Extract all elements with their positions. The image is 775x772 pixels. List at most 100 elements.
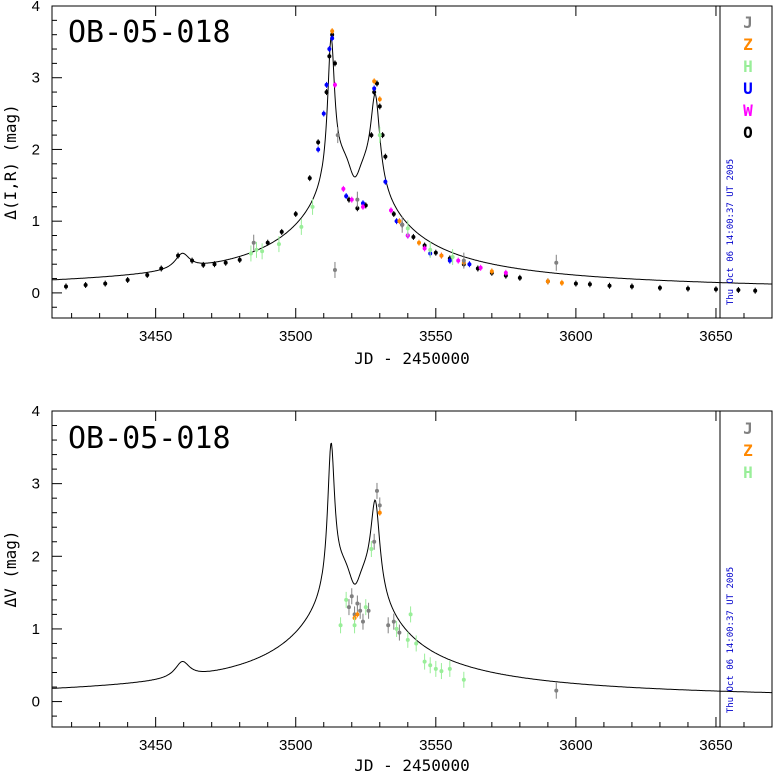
lower-data-point-J xyxy=(358,608,363,613)
upper-data-point-U xyxy=(330,36,335,41)
upper-data-point-O xyxy=(629,284,634,289)
upper-data-point-H xyxy=(450,255,455,260)
lower-event-title: OB-05-018 xyxy=(68,421,231,456)
upper-data-point-O xyxy=(64,284,69,289)
lower-data-point-J xyxy=(372,539,377,544)
upper-model-line xyxy=(51,37,772,285)
upper-data-point-U xyxy=(321,111,326,116)
upper-data-point-O xyxy=(307,176,312,181)
upper-data-point-Z xyxy=(417,240,422,245)
upper-data-point-W xyxy=(341,186,346,191)
upper-data-point-O xyxy=(145,272,150,277)
lower-data-point-J xyxy=(386,623,391,628)
lower-model-curve xyxy=(51,442,772,694)
lower-data-point-H xyxy=(433,666,438,671)
upper-data-point-O xyxy=(685,286,690,291)
upper-data-point-W xyxy=(478,265,483,270)
upper-data-point-J xyxy=(461,258,466,263)
lower-data-point-J xyxy=(391,619,396,624)
lower-legend-entry-Z: Z xyxy=(743,441,753,460)
upper-data-point-U xyxy=(372,86,377,91)
lower-data-point-H xyxy=(344,597,349,602)
upper-data-point-O xyxy=(223,260,228,265)
upper-data-point-W xyxy=(360,204,365,209)
upper-data-point-U xyxy=(360,201,365,206)
lower-data-point-H xyxy=(338,623,343,628)
lower-x-tick-label: 3450 xyxy=(139,737,172,754)
upper-data-point-Z xyxy=(397,219,402,224)
upper-data-point-W xyxy=(503,270,508,275)
upper-data-point-J xyxy=(335,133,340,138)
upper-data-point-O xyxy=(279,229,284,234)
upper-data-point-U xyxy=(327,47,332,52)
upper-timestamp: Thu Oct 06 14:00:37 UT 2005 xyxy=(726,159,736,305)
upper-data-point-Z xyxy=(559,280,564,285)
lower-data-point-Z xyxy=(377,510,382,515)
upper-legend-entry-W: W xyxy=(743,101,753,120)
upper-data-point-U xyxy=(383,179,388,184)
upper-data-point-J xyxy=(400,222,405,227)
upper-data-point-H xyxy=(260,249,265,254)
upper-data-point-U xyxy=(394,219,399,224)
upper-data-point-O xyxy=(573,281,578,286)
upper-data-points xyxy=(64,28,758,294)
lower-data-point-J xyxy=(374,488,379,493)
lower-x-tick-label: 3500 xyxy=(279,737,312,754)
upper-data-point-O xyxy=(237,257,242,262)
upper-x-tick-label: 3550 xyxy=(419,328,452,345)
upper-data-point-O xyxy=(159,266,164,271)
upper-panel: 3450 3500 3550 3600 3650 0 1 2 3 4 OB-05-018 JD -… xyxy=(1,0,773,368)
upper-data-point-O xyxy=(324,90,329,95)
lower-x-tick-label: 3600 xyxy=(559,737,592,754)
upper-event-title: OB-05-018 xyxy=(68,15,231,50)
lower-x-tick-label: 3550 xyxy=(419,737,452,754)
upper-y-tick-label: 4 xyxy=(32,0,40,15)
upper-data-point-O xyxy=(83,283,88,288)
lower-data-point-H xyxy=(352,623,357,628)
upper-y-tick-label: 1 xyxy=(32,213,40,230)
upper-data-point-O xyxy=(587,282,592,287)
upper-data-point-H xyxy=(405,226,410,231)
upper-model-curve xyxy=(51,37,772,285)
upper-data-point-W xyxy=(388,208,393,213)
lower-y-tick-label: 2 xyxy=(32,548,40,565)
lower-data-point-H xyxy=(439,669,444,674)
upper-data-point-O xyxy=(201,262,206,267)
upper-data-point-O xyxy=(517,275,522,280)
upper-data-point-U xyxy=(467,262,472,267)
upper-data-point-O xyxy=(372,90,377,95)
lower-x-tick-label: 3650 xyxy=(699,737,732,754)
lower-data-point-H xyxy=(461,677,466,682)
upper-y-tick-label: 0 xyxy=(32,285,40,302)
lower-data-points xyxy=(338,482,559,699)
upper-x-tick-label: 3450 xyxy=(139,328,172,345)
lower-data-point-H xyxy=(447,666,452,671)
lower-data-point-Z xyxy=(355,612,360,617)
upper-data-point-U xyxy=(447,258,452,263)
upper-data-point-O xyxy=(411,234,416,239)
upper-data-point-O xyxy=(657,285,662,290)
upper-data-point-O xyxy=(330,32,335,37)
upper-legend-entry-O: O xyxy=(743,123,753,142)
upper-data-point-O xyxy=(190,258,195,263)
lower-data-point-J xyxy=(377,503,382,508)
upper-data-point-J xyxy=(355,197,360,202)
upper-data-point-W xyxy=(456,258,461,263)
upper-legend-entry-J: J xyxy=(743,13,753,32)
lower-panel: 3450 3500 3550 3600 3650 0 1 2 3 4 OB-05-018 JD -… xyxy=(1,403,773,772)
upper-data-point-O xyxy=(736,288,741,293)
lower-data-point-J xyxy=(352,612,357,617)
upper-data-point-U xyxy=(324,82,329,87)
upper-data-point-Z xyxy=(545,279,550,284)
lower-data-point-J xyxy=(554,688,559,693)
lower-y-tick-label: 3 xyxy=(32,476,40,493)
upper-ticks: 3450 3500 3550 3600 3650 0 1 2 3 4 xyxy=(32,0,773,345)
upper-data-point-U xyxy=(316,147,321,152)
upper-data-point-O xyxy=(293,212,298,216)
upper-data-point-J xyxy=(251,240,256,245)
lower-data-point-H xyxy=(369,547,374,552)
upper-x-tick-label: 3650 xyxy=(699,328,732,345)
upper-data-point-H xyxy=(276,242,281,247)
upper-data-point-O xyxy=(607,283,612,288)
upper-data-point-O xyxy=(176,253,181,258)
